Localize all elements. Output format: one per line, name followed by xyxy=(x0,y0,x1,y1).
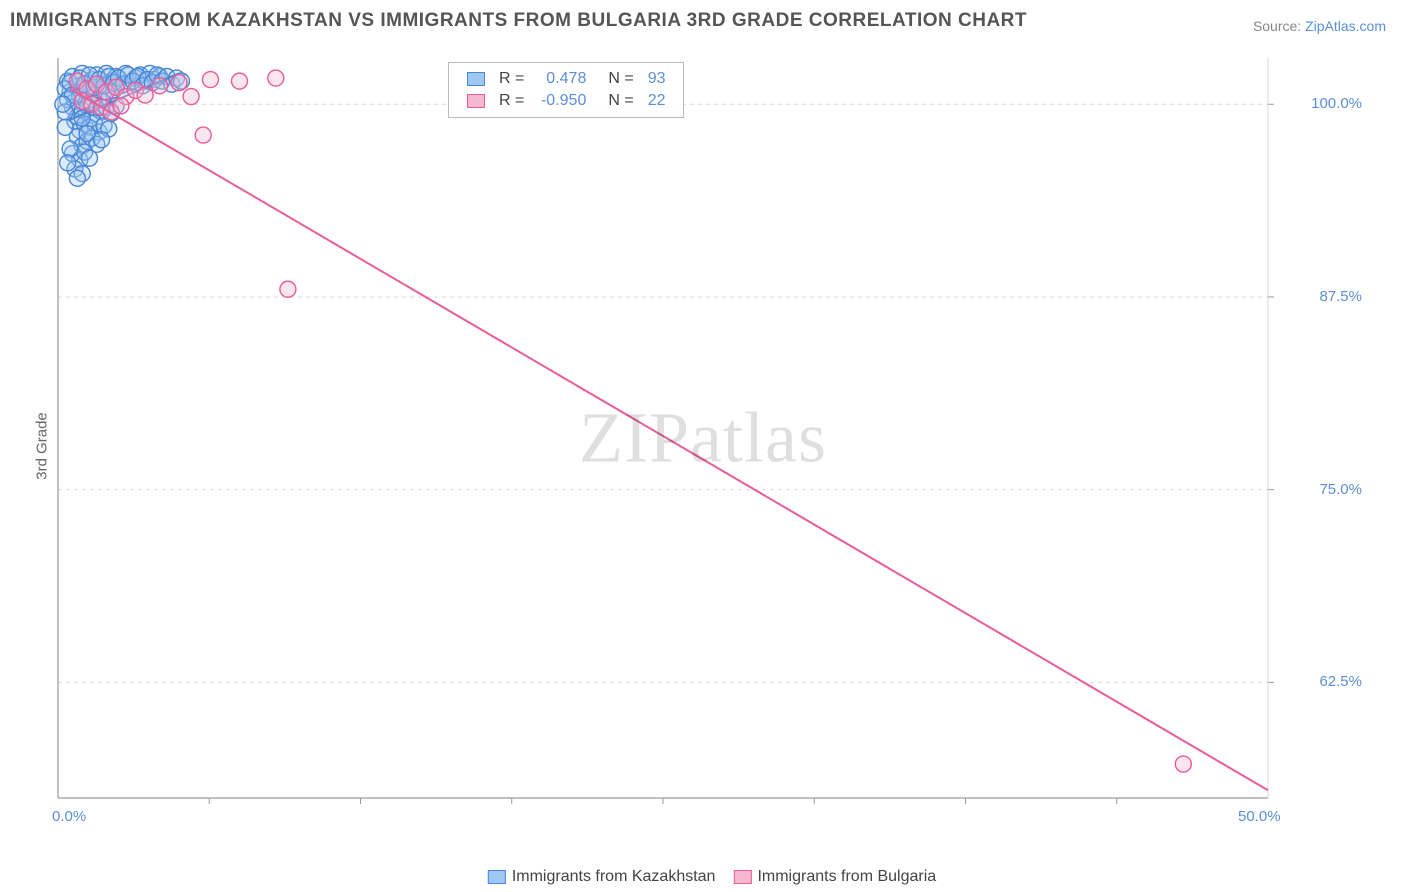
legend-n-value: 22 xyxy=(642,91,672,111)
legend-swatch xyxy=(488,870,506,884)
chart-container: { "title": "IMMIGRANTS FROM KAZAKHSTAN V… xyxy=(0,0,1406,892)
legend-row: R =0.478N =93 xyxy=(461,69,671,89)
x-tick-label: 50.0% xyxy=(1238,808,1281,825)
y-tick-label: 75.0% xyxy=(1282,481,1362,498)
legend-correlation-table: R =0.478N =93R =-0.950N =22 xyxy=(459,67,673,113)
x-tick-label: 0.0% xyxy=(52,808,86,825)
legend-row: R =-0.950N =22 xyxy=(461,91,671,111)
legend-n-value: 93 xyxy=(642,69,672,89)
legend-correlation: R =0.478N =93R =-0.950N =22 xyxy=(448,62,684,118)
legend-swatch xyxy=(733,870,751,884)
legend-r-value: -0.950 xyxy=(532,91,592,111)
source-prefix: Source: xyxy=(1253,18,1305,34)
y-tick-label: 62.5% xyxy=(1282,673,1362,690)
legend-series: Immigrants from Kazakhstan Immigrants fro… xyxy=(470,868,936,886)
legend-r-value: 0.478 xyxy=(532,69,592,89)
legend-n-label: N = xyxy=(594,91,639,111)
legend-r-label: R = xyxy=(493,69,530,89)
legend-series-label: Immigrants from Kazakhstan xyxy=(512,868,716,885)
legend-series-label: Immigrants from Bulgaria xyxy=(757,868,936,885)
source-attribution: Source: ZipAtlas.com xyxy=(1253,18,1386,34)
y-tick-label: 100.0% xyxy=(1282,95,1362,112)
source-link[interactable]: ZipAtlas.com xyxy=(1305,18,1386,34)
plot-area: R =0.478N =93R =-0.950N =22 ZIPatlas 62.… xyxy=(48,48,1358,828)
legend-r-label: R = xyxy=(493,91,530,111)
chart-title: IMMIGRANTS FROM KAZAKHSTAN VS IMMIGRANTS… xyxy=(10,10,1027,32)
y-tick-label: 87.5% xyxy=(1282,288,1362,305)
plot-svg xyxy=(48,48,1358,828)
legend-swatch xyxy=(467,94,485,108)
legend-n-label: N = xyxy=(594,69,639,89)
legend-swatch xyxy=(467,72,485,86)
